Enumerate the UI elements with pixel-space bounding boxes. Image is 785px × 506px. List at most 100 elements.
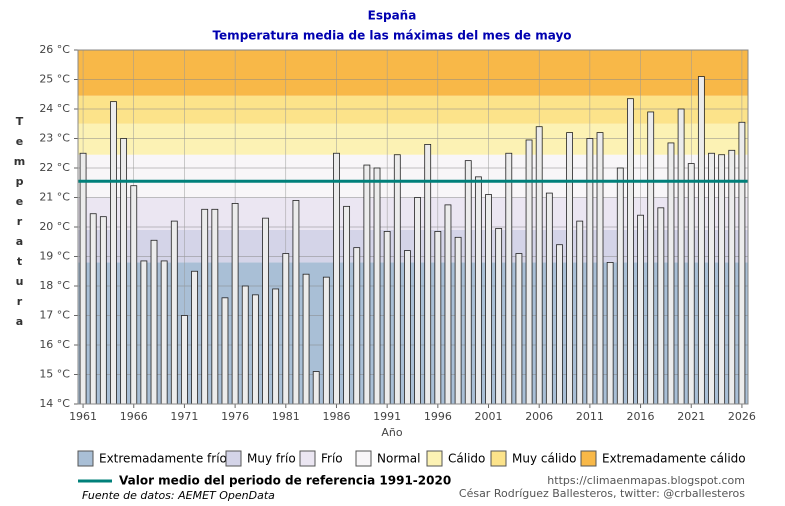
band: [78, 50, 748, 96]
legend-label: Extremadamente frío: [99, 452, 227, 466]
x-tick-label: 1981: [272, 410, 300, 423]
bar: [464, 160, 472, 405]
bar: [353, 247, 361, 405]
plot-frame: [77, 49, 749, 405]
bar: [160, 260, 168, 405]
bar: [728, 149, 736, 405]
band: [78, 123, 748, 155]
bar: [627, 98, 634, 405]
bar: [221, 297, 229, 405]
bar: [231, 202, 239, 405]
y-tick-label: 21 °C: [39, 191, 70, 204]
bar: [414, 197, 421, 405]
x-tick-label: 2011: [576, 410, 604, 423]
bar: [99, 216, 107, 405]
bar: [485, 194, 492, 405]
x-tick-label: 2016: [627, 410, 655, 423]
legend-swatch: [490, 450, 507, 467]
y-tick-label: 15 °C: [39, 368, 70, 381]
y-tick-label: 23 °C: [39, 132, 70, 145]
x-tick-label: 2001: [475, 410, 503, 423]
y-tick-label: 22 °C: [39, 161, 70, 174]
legend-swatch: [580, 450, 597, 467]
bar: [718, 154, 726, 405]
bar: [140, 260, 148, 405]
bar: [282, 253, 290, 405]
x-tick-label: 1986: [322, 410, 350, 423]
legend-label: Cálido: [448, 452, 485, 466]
bar: [89, 213, 97, 405]
bar: [525, 139, 533, 405]
x-tick-label: 1971: [170, 410, 198, 423]
band: [78, 197, 748, 230]
bar: [241, 285, 249, 405]
y-tick-label: 24 °C: [39, 102, 70, 115]
bar: [130, 185, 138, 405]
bar: [687, 163, 695, 405]
bar: [191, 270, 198, 405]
legend-swatch: [355, 450, 372, 467]
legend-swatch: [299, 450, 316, 467]
x-axis-label: Año: [381, 426, 402, 439]
chart-title: España: [368, 9, 417, 23]
y-tick-label: 19 °C: [39, 250, 70, 263]
chart-subtitle: Temperatura media de las máximas del mes…: [212, 29, 571, 43]
bar: [535, 126, 543, 405]
y-tick-label: 16 °C: [39, 338, 70, 351]
x-tick-label: 2026: [728, 410, 756, 423]
bar: [322, 276, 330, 405]
x-tick-label: 2021: [677, 410, 705, 423]
x-tick-label: 1961: [69, 410, 97, 423]
bar: [454, 236, 462, 405]
x-tick-label: 2006: [525, 410, 553, 423]
bar: [545, 192, 553, 405]
legend-label: Extremadamente cálido: [602, 452, 746, 466]
bar: [657, 207, 665, 405]
bar: [79, 152, 87, 405]
credit-author: César Rodríguez Ballesteros, twitter: @c…: [459, 487, 745, 500]
bar: [566, 132, 574, 405]
x-tick-label: 1996: [424, 410, 452, 423]
bar: [596, 132, 604, 405]
bar: [505, 152, 513, 405]
bar: [292, 200, 300, 405]
y-tick-label: 17 °C: [39, 309, 70, 322]
bar: [606, 261, 614, 405]
bar: [110, 101, 117, 405]
bar: [434, 231, 442, 405]
bar: [586, 138, 594, 405]
bar: [393, 154, 401, 405]
bar: [708, 152, 715, 405]
y-tick-label: 20 °C: [39, 220, 70, 233]
x-tick-label: 1991: [373, 410, 401, 423]
bar: [211, 208, 219, 405]
band: [78, 154, 748, 198]
bar: [312, 371, 320, 405]
bar: [373, 167, 381, 405]
y-tick-label: 26 °C: [39, 43, 70, 56]
bar: [150, 239, 158, 405]
bar: [302, 273, 310, 405]
y-tick-label: 25 °C: [39, 73, 70, 86]
bar: [404, 250, 411, 405]
bar: [251, 294, 259, 405]
bar: [697, 76, 705, 405]
legend-label: Normal: [377, 452, 420, 466]
y-tick-label: 14 °C: [39, 397, 70, 410]
y-tick-label: 18 °C: [39, 279, 70, 292]
legend-swatch: [77, 450, 94, 467]
band: [78, 95, 748, 124]
bar: [738, 121, 746, 405]
bar: [495, 228, 503, 405]
legend-label: Frío: [321, 452, 343, 466]
legend-swatch: [225, 450, 242, 467]
bar: [515, 253, 523, 405]
bar: [170, 220, 178, 405]
bar: [272, 288, 280, 405]
bar: [677, 108, 685, 405]
bar: [637, 214, 644, 405]
x-tick-label: 1966: [120, 410, 148, 423]
bar: [333, 152, 340, 405]
legend-swatch: [426, 450, 443, 467]
